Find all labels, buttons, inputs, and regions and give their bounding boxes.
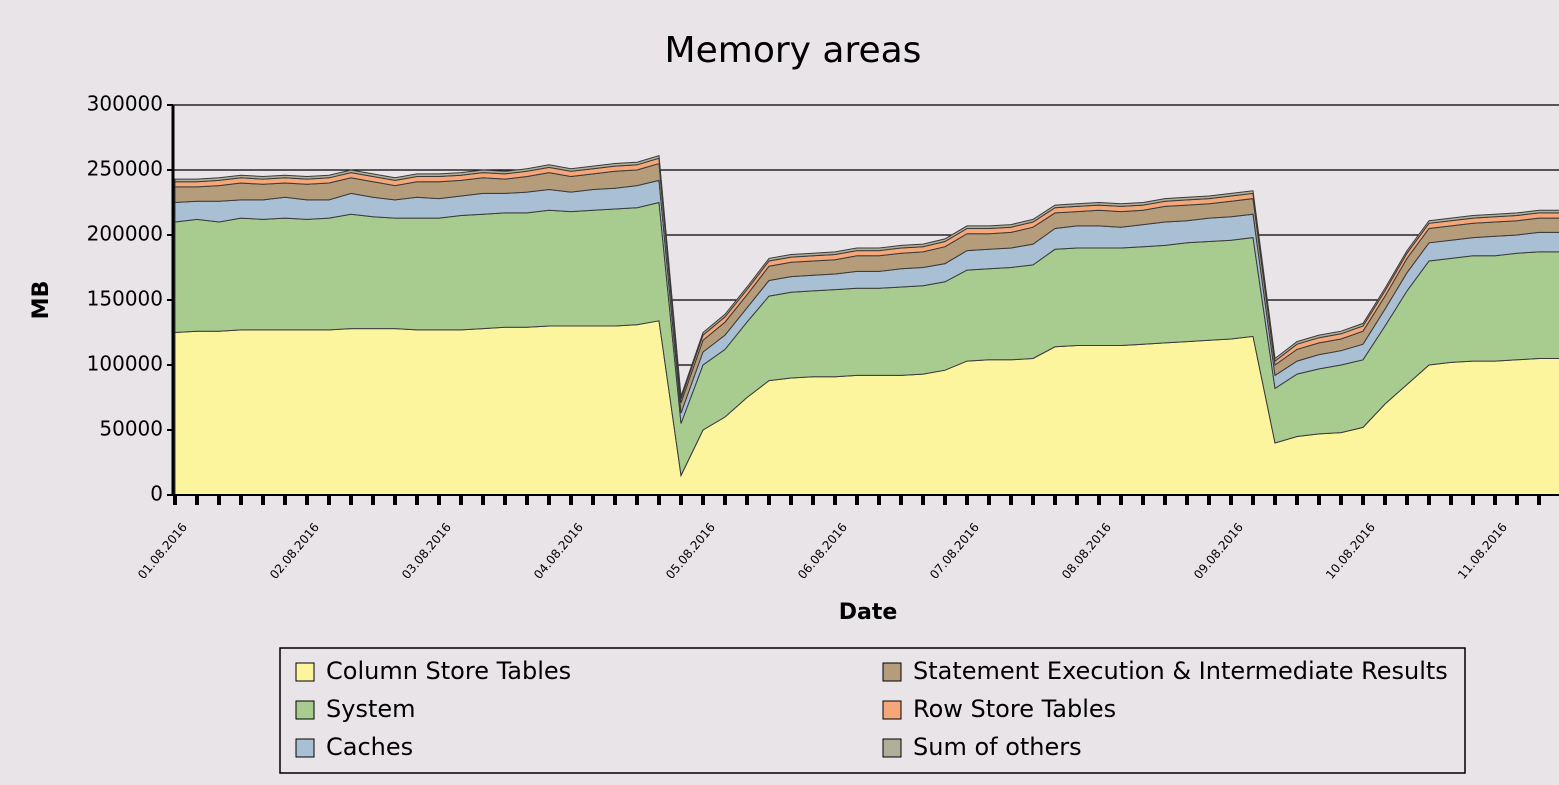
area [174, 155, 1559, 399]
y-tick-label: 100000 [87, 352, 163, 376]
y-tick-label: 200000 [87, 222, 163, 246]
y-tick-label: 300000 [87, 92, 163, 116]
legend-swatch [295, 738, 315, 758]
legend-swatch [295, 662, 315, 682]
legend-label: Caches [326, 733, 413, 761]
x-axis-label: Date [839, 600, 898, 625]
legend-label: Sum of others [913, 733, 1082, 761]
y-tick-label: 0 [150, 482, 163, 506]
legend-label: Row Store Tables [913, 695, 1116, 723]
legend-swatch [882, 700, 902, 720]
y-tick-label: 50000 [99, 417, 163, 441]
y-tick-label: 250000 [87, 157, 163, 181]
y-axis-label: MB [29, 281, 54, 320]
legend-swatch [295, 700, 315, 720]
legend-label: System [326, 695, 416, 723]
legend-swatch [882, 662, 902, 682]
legend-swatch [882, 738, 902, 758]
legend-label: Column Store Tables [326, 657, 571, 685]
legend-label: Statement Execution & Intermediate Resul… [913, 657, 1448, 685]
chart-title: Memory areas [665, 30, 922, 71]
y-tick-label: 150000 [87, 287, 163, 311]
legend-box [279, 647, 1466, 774]
